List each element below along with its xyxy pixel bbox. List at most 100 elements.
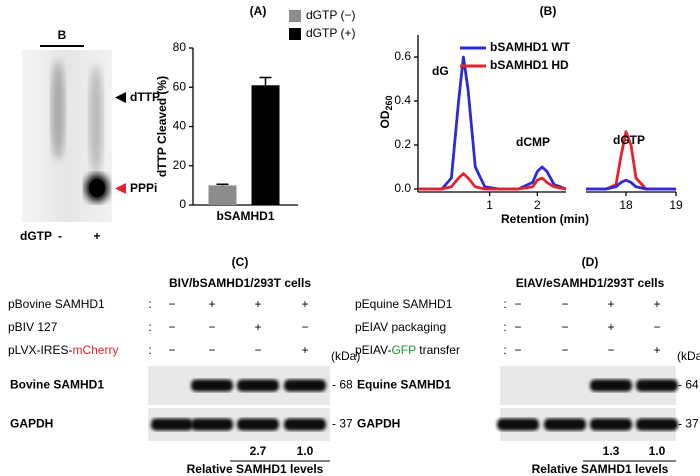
lane-sign: + [653,297,660,311]
separator: : [503,320,506,334]
legend-label: dGTP (+) [306,26,355,40]
legend-label: bSAMHD1 HD [490,58,569,72]
lane-sign: − [561,297,568,311]
panel-title: (A) [250,4,267,18]
row-label-text: pBIV 127 [8,320,58,334]
size-marker: - 64 [678,378,699,392]
unit-label: (kDa) [677,349,700,363]
panel-subtitle: BIV/bSAMHD1/293T cells [169,276,311,290]
lane-sign: − [208,343,215,357]
separator: : [503,297,506,311]
row-label-highlight: mCherry [72,343,118,357]
error-bar [259,76,272,86]
blot-band [497,418,539,431]
blot-band [636,418,678,431]
lane-sign: − [653,320,660,334]
lane-sign: − [561,343,568,357]
level-value: 1.0 [297,444,314,458]
lane-sign: + [301,343,308,357]
annotation: dG [432,64,449,78]
row-label-text: pBovine SAMHD1 [8,297,105,311]
blot-band [237,379,279,392]
legend-swatch [289,10,301,22]
lane-sign: − [301,320,308,334]
row-label: pLVX-IRES-mCherry [8,343,118,357]
levels-label: Relative SAMHD1 levels [532,462,669,476]
band-label: GAPDH [357,417,400,431]
x-tick-label: 2 [534,198,541,212]
lane-sign: − [514,343,521,357]
blot-band [590,418,632,431]
level-value: 2.7 [250,444,267,458]
marker-arrow [115,92,126,103]
blot-band [636,379,678,392]
y-tick-label: 20 [173,158,187,172]
lane-sign: + [254,297,261,311]
row-label: pBIV 127 [8,320,58,334]
y-tick-label: 0.0 [394,181,411,195]
legend-swatch [289,28,301,40]
lane-sign: − [168,297,175,311]
lane-sign: + [208,297,215,311]
row-label: pEquine SAMHD1 [355,297,453,311]
row-label-highlight: GFP [391,343,416,357]
lane-header: B [58,28,67,42]
lane-sign: + [93,229,100,243]
legend-label: dGTP (−) [306,8,355,22]
size-marker: - 68 [332,378,353,392]
lane-sign: - [58,229,62,243]
lane-sign: + [653,343,660,357]
unit-label: (kDa) [331,349,360,363]
row-label-suffix: transfer [416,343,460,357]
y-tick-label: 0.6 [394,49,411,63]
charts: (A) 0 20 40 60 80 dTTP Cleaved (%) bSAMHD1 dGTP … [8,4,700,476]
separator: : [148,297,151,311]
row-label-text: pEIAV packaging [355,320,446,334]
y-tick-label: 60 [173,79,187,93]
size-marker: - 37 [678,417,699,431]
separator: : [148,320,151,334]
levels-label: Relative SAMHD1 levels [187,462,324,476]
y-axis-label: dTTP Cleaved (%) [155,76,169,177]
x-tick-label: 18 [619,198,633,212]
x-axis-label: Retention (min) [501,212,589,226]
tlc-image [22,50,112,222]
level-value: 1.3 [603,444,620,458]
y-axis-label: OD260 [378,95,394,128]
lane-sign: + [607,297,614,311]
lane-sign: − [168,320,175,334]
marker-label: PPPi [130,181,157,195]
row-label: dGTP [20,229,52,243]
row-label: pEIAV-GFP transfer [355,343,460,357]
lane-sign: − [208,320,215,334]
line-series [418,172,567,191]
blot-band [237,418,279,431]
size-marker: - 37 [332,417,353,431]
level-value: 1.0 [649,444,666,458]
band-label: GAPDH [10,417,53,431]
annotation: dGTP [613,133,645,147]
legend-label: bSAMHD1 WT [490,40,571,54]
marker-arrow [115,183,126,194]
panel-title: (B) [540,4,557,18]
error-bar [216,183,229,186]
marker-label: dTTP [130,90,160,104]
blot-band [191,379,233,392]
lane-sign: − [254,343,261,357]
blot-band [284,379,326,392]
lane-sign: − [514,297,521,311]
panel-title: (D) [582,255,599,269]
band-label: Bovine SAMHD1 [10,378,104,392]
y-axis-label-sub: 260 [384,95,394,110]
blot-band [191,418,233,431]
lane-sign: − [168,343,175,357]
row-label-text: pLVX-IRES- [8,343,72,357]
y-tick-label: 0.4 [394,93,411,107]
lane-sign: + [607,320,614,334]
row-label-text: pEIAV- [355,343,391,357]
band-label: Equine SAMHD1 [357,378,451,392]
blot-band [590,379,632,392]
row-label-text: pEquine SAMHD1 [355,297,453,311]
row-label: pEIAV packaging [355,320,446,334]
